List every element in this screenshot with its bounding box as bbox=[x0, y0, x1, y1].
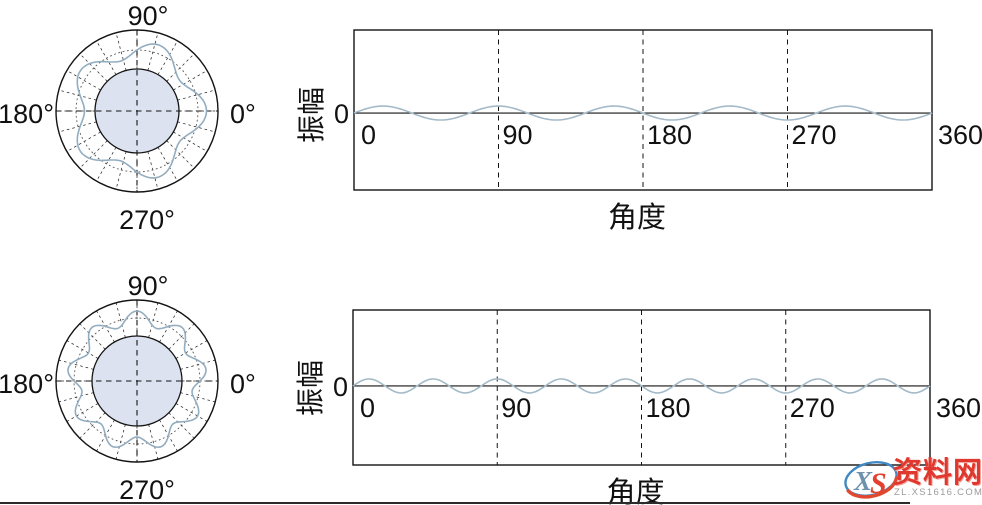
logo-letter-s: S bbox=[870, 467, 887, 500]
x-axis-title: 角度 bbox=[608, 201, 666, 234]
watermark-site-url: ZL.XS1616.COM bbox=[894, 487, 982, 500]
x-tick-label-270: 270 bbox=[790, 393, 835, 423]
logo-swoosh bbox=[846, 476, 899, 499]
polar-spoke bbox=[166, 53, 195, 82]
polar-spoke bbox=[173, 131, 208, 152]
x-tick-label-360: 360 bbox=[936, 393, 981, 423]
polar-spoke bbox=[58, 89, 97, 101]
polar-spoke bbox=[180, 392, 216, 403]
polar-spoke bbox=[66, 131, 101, 152]
polar-spoke bbox=[148, 424, 159, 460]
polar-spoke bbox=[147, 32, 159, 71]
x-tick-label-90: 90 bbox=[503, 120, 533, 150]
polar-outer-circle bbox=[55, 29, 219, 193]
y-axis-title: 振幅 bbox=[295, 360, 326, 416]
polar-spoke bbox=[177, 89, 216, 101]
polar-spoke bbox=[173, 70, 208, 91]
watermark: X S 资料网 ZL.XS1616.COM bbox=[841, 448, 982, 505]
polar-angle-label-bottom: 270° bbox=[119, 475, 175, 505]
polar-plot-top: 90° 270° 180° 0° bbox=[0, 0, 280, 252]
polar-spoke bbox=[177, 121, 216, 133]
polar-spoke bbox=[157, 40, 178, 75]
y-tick-label-0: 0 bbox=[333, 372, 348, 402]
polar-spoke bbox=[58, 359, 94, 370]
x-tick-label-270: 270 bbox=[792, 120, 837, 150]
polar-spoke bbox=[157, 147, 178, 182]
x-tick-label-0: 0 bbox=[361, 120, 376, 150]
polar-angle-label-top: 90° bbox=[128, 271, 169, 301]
roundness-profile-5-lobes-svg: 90° 270° 180° 0° bbox=[0, 1, 256, 235]
x-tick-label-180: 180 bbox=[646, 393, 691, 423]
polar-outer-circle bbox=[55, 299, 219, 463]
polar-wave-curve bbox=[67, 310, 207, 449]
wave-curve bbox=[353, 105, 933, 121]
polar-spoke bbox=[147, 151, 159, 190]
polar-spoke bbox=[168, 323, 195, 350]
polar-angle-label-left: 180° bbox=[0, 99, 54, 129]
wave-curve bbox=[352, 378, 931, 394]
polar-angle-label-left: 180° bbox=[0, 369, 54, 399]
page-bottom-rule bbox=[0, 502, 910, 504]
polar-angle-label-top: 90° bbox=[128, 1, 169, 31]
polar-spoke bbox=[79, 53, 108, 82]
polar-spoke bbox=[115, 302, 126, 338]
roundness-profile-9-lobes-svg: 90° 270° 180° 0° bbox=[0, 271, 256, 505]
y-tick-label-0: 0 bbox=[334, 99, 349, 129]
polar-spoke bbox=[58, 121, 97, 133]
amplitude-plot-bottom: 0 90 180 270 360 0 振幅 角度 bbox=[295, 293, 982, 505]
x-tick-label-360: 360 bbox=[938, 120, 982, 150]
polar-spoke bbox=[115, 32, 127, 71]
polar-spoke bbox=[66, 403, 99, 422]
polar-spoke bbox=[175, 403, 208, 422]
polar-spoke bbox=[79, 412, 106, 439]
polar-spoke bbox=[115, 151, 127, 190]
polar-plot-bottom: 90° 270° 180° 0° bbox=[0, 255, 280, 505]
polar-angle-label-right: 0° bbox=[230, 369, 256, 399]
polar-spoke bbox=[96, 147, 117, 182]
x-axis-title: 角度 bbox=[606, 476, 664, 505]
polar-angle-label-bottom: 270° bbox=[119, 205, 175, 235]
polar-spoke bbox=[66, 70, 101, 91]
watermark-site-name: 资料网 bbox=[893, 457, 982, 489]
xs-logo-icon: X S bbox=[844, 461, 899, 500]
polar-spoke bbox=[96, 40, 117, 75]
polar-spoke bbox=[79, 140, 108, 169]
polar-angle-label-right: 0° bbox=[230, 99, 256, 129]
x-tick-label-180: 180 bbox=[647, 120, 692, 150]
x-tick-label-0: 0 bbox=[360, 393, 375, 423]
polar-spoke bbox=[166, 140, 195, 169]
x-tick-label-90: 90 bbox=[501, 393, 531, 423]
y-axis-title: 振幅 bbox=[296, 87, 327, 143]
amplitude-plot-top: 0 90 180 270 360 0 振幅 角度 bbox=[296, 15, 982, 250]
logo-letter-x: X bbox=[853, 466, 873, 496]
polar-wave-curve bbox=[76, 43, 208, 179]
